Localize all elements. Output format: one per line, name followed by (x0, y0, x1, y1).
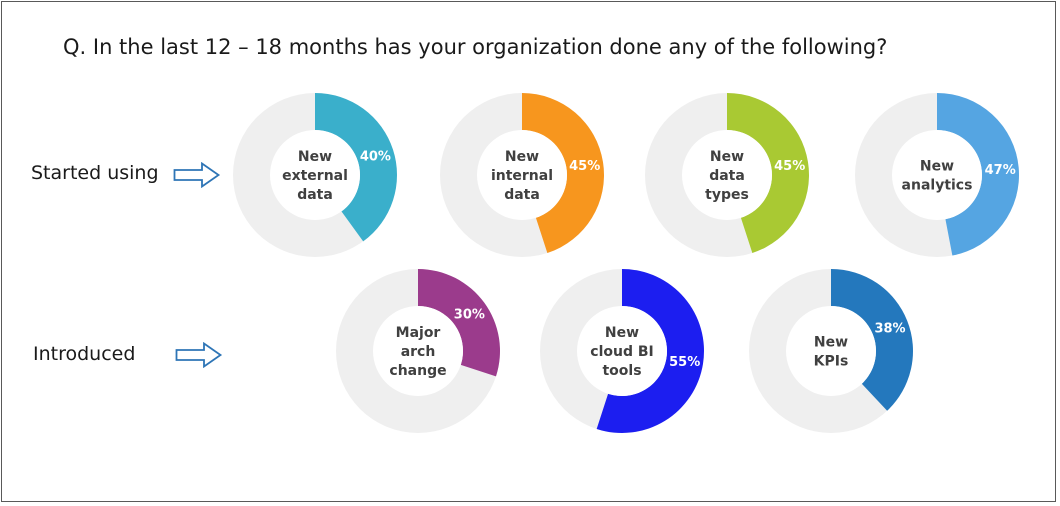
donut-chart: New internal data 45% (440, 93, 604, 257)
donut-chart: New cloud BI tools 55% (540, 269, 705, 433)
donut-segment (418, 269, 500, 377)
donut-percent-label: 47% (985, 163, 1016, 178)
donut-center-label: change (389, 363, 446, 379)
donut-segment (727, 93, 809, 253)
donut-segment (831, 269, 913, 411)
donut-center-label: data (709, 168, 745, 184)
donut-hole (786, 306, 876, 396)
donut-center-label: New (920, 159, 954, 175)
row-label-started-using: Started using (31, 162, 159, 184)
donut-center-label: analytics (902, 178, 973, 194)
donut-center-label: external (282, 168, 348, 184)
donut-percent-label: 45% (569, 159, 600, 174)
donut-chart: New data types 45% (645, 93, 809, 257)
donut-hole (373, 306, 463, 396)
donut-percent-label: 38% (874, 322, 905, 337)
donut-center-label: Major (396, 325, 441, 341)
donut-center-label: internal (491, 168, 553, 184)
donut-center-label: New (605, 325, 639, 341)
donut-center-label: types (705, 187, 749, 203)
donut-center-label: New (298, 149, 332, 165)
question-title: Q. In the last 12 – 18 months has your o… (63, 35, 888, 59)
donut-chart: New external data 40% (233, 93, 397, 257)
right-arrow-icon (173, 162, 221, 188)
donut-segment (937, 93, 1019, 256)
donut-center-label: New (505, 149, 539, 165)
donut-segment (596, 269, 705, 433)
donut-segment (315, 93, 397, 242)
donut-center-label: data (297, 187, 333, 203)
donut-chart: New analytics 47% (855, 93, 1019, 257)
donut-center-label: KPIs (814, 354, 849, 370)
donut-hole (682, 130, 772, 220)
donut-center-label: arch (401, 344, 436, 360)
donut-percent-label: 55% (669, 355, 700, 370)
donut-chart: Major arch change 30% (336, 269, 500, 433)
donut-percent-label: 30% (454, 308, 485, 323)
row-label-introduced: Introduced (33, 343, 136, 365)
donut-center-label: tools (602, 363, 641, 379)
donut-percent-label: 45% (774, 159, 805, 174)
donut-center-label: data (504, 187, 540, 203)
donut-center-label: New (710, 149, 744, 165)
donut-center-label: cloud BI (590, 344, 653, 360)
donut-center-label: New (814, 335, 848, 351)
right-arrow-icon (175, 342, 223, 368)
donut-hole (892, 130, 982, 220)
donut-chart: New KPIs 38% (749, 269, 913, 433)
donut-segment (522, 93, 604, 253)
donut-hole (477, 130, 567, 220)
donut-percent-label: 40% (360, 149, 391, 164)
donut-hole (577, 306, 667, 396)
donut-hole (270, 130, 360, 220)
